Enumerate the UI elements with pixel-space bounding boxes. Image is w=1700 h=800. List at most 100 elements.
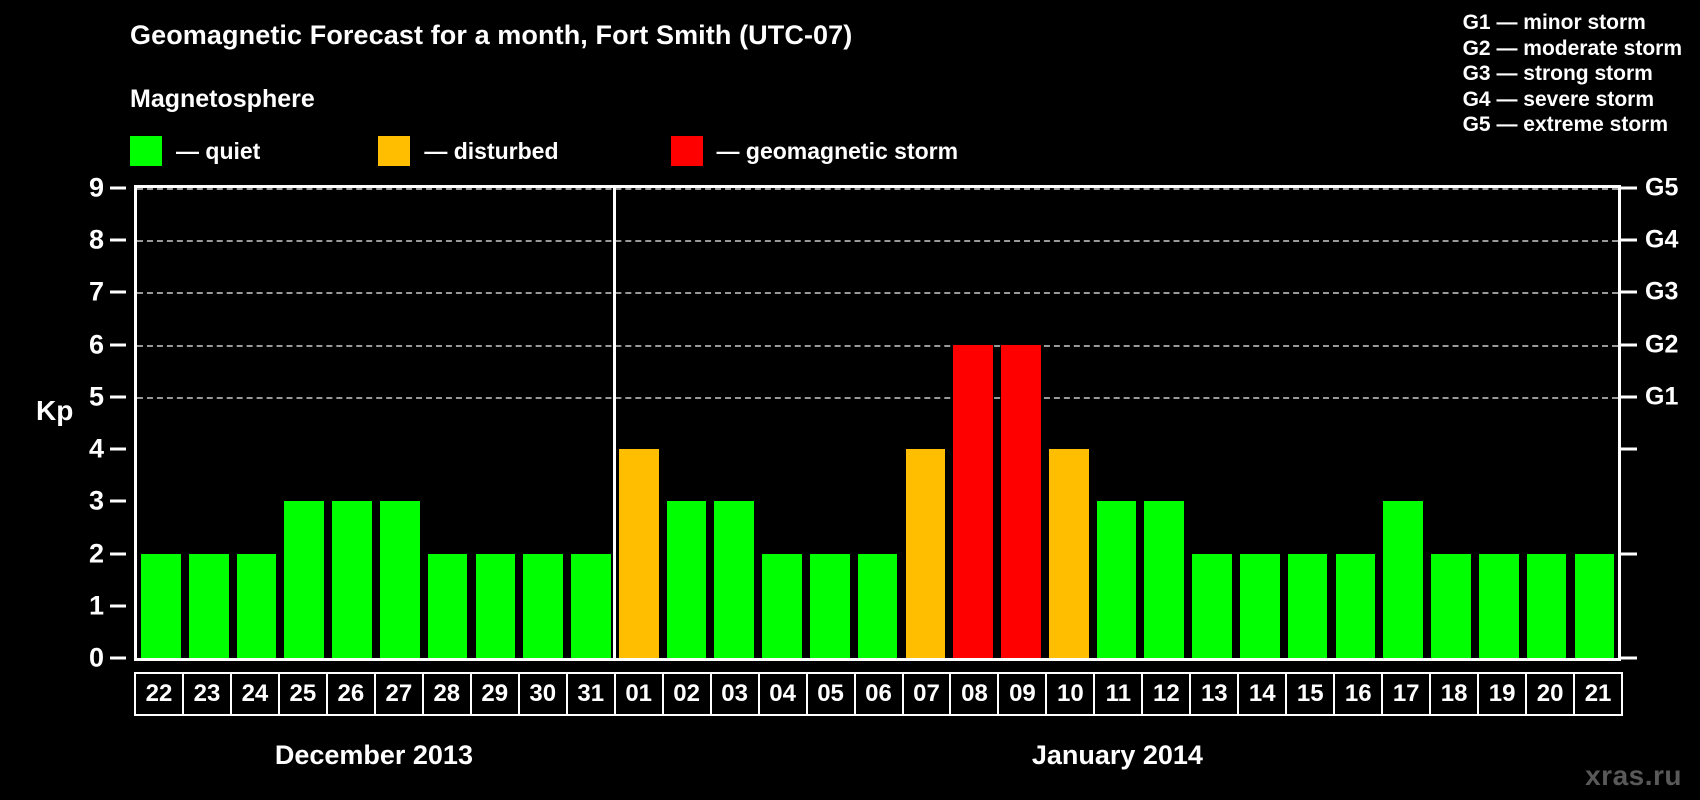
bar-02[interactable] bbox=[666, 501, 707, 658]
bar-cell[interactable] bbox=[424, 188, 472, 658]
bar-cell[interactable] bbox=[902, 188, 950, 658]
day-label-19[interactable]: 19 bbox=[1477, 672, 1528, 716]
bar-cell[interactable] bbox=[1284, 188, 1332, 658]
bar-cell[interactable] bbox=[1523, 188, 1571, 658]
bar-06[interactable] bbox=[857, 553, 898, 658]
bar-14[interactable] bbox=[1240, 553, 1280, 658]
bar-cell[interactable] bbox=[1045, 188, 1093, 658]
bar-24[interactable] bbox=[236, 553, 277, 658]
day-label-31[interactable]: 31 bbox=[565, 672, 616, 716]
legend: — quiet — disturbed — geomagnetic storm bbox=[130, 135, 958, 167]
day-label-26[interactable]: 26 bbox=[325, 672, 376, 716]
day-label-10[interactable]: 10 bbox=[1045, 672, 1096, 716]
day-label-16[interactable]: 16 bbox=[1333, 672, 1384, 716]
bar-28[interactable] bbox=[427, 553, 468, 658]
bar-01[interactable] bbox=[618, 449, 659, 658]
bar-25[interactable] bbox=[284, 501, 325, 658]
bar-cell[interactable] bbox=[1475, 188, 1523, 658]
bar-22[interactable] bbox=[141, 553, 181, 658]
bar-08[interactable] bbox=[953, 344, 993, 658]
y-tick-mark bbox=[110, 186, 126, 190]
bar-cell[interactable] bbox=[854, 188, 902, 658]
day-label-24[interactable]: 24 bbox=[229, 672, 280, 716]
bar-cell[interactable] bbox=[1570, 188, 1618, 658]
bar-cell[interactable] bbox=[328, 188, 376, 658]
bar-17[interactable] bbox=[1383, 501, 1424, 658]
bar-cell[interactable] bbox=[710, 188, 758, 658]
day-label-27[interactable]: 27 bbox=[373, 672, 424, 716]
bar-30[interactable] bbox=[523, 553, 563, 658]
bar-cell[interactable] bbox=[1093, 188, 1141, 658]
day-label-28[interactable]: 28 bbox=[421, 672, 472, 716]
day-label-29[interactable]: 29 bbox=[469, 672, 520, 716]
bar-18[interactable] bbox=[1431, 553, 1471, 658]
bar-cell[interactable] bbox=[471, 188, 519, 658]
bar-15[interactable] bbox=[1287, 553, 1328, 658]
bar-27[interactable] bbox=[379, 501, 420, 658]
bar-cell[interactable] bbox=[137, 188, 185, 658]
day-label-21[interactable]: 21 bbox=[1573, 672, 1624, 716]
day-label-06[interactable]: 06 bbox=[853, 672, 904, 716]
bar-05[interactable] bbox=[810, 553, 850, 658]
bar-cell[interactable] bbox=[567, 188, 615, 658]
bar-13[interactable] bbox=[1192, 553, 1232, 658]
bar-series bbox=[137, 188, 1618, 658]
bar-cell[interactable] bbox=[997, 188, 1045, 658]
bar-09[interactable] bbox=[1001, 344, 1041, 658]
day-label-11[interactable]: 11 bbox=[1093, 672, 1144, 716]
bar-cell[interactable] bbox=[1379, 188, 1427, 658]
day-label-17[interactable]: 17 bbox=[1381, 672, 1432, 716]
day-label-04[interactable]: 04 bbox=[757, 672, 808, 716]
day-label-03[interactable]: 03 bbox=[709, 672, 760, 716]
bar-26[interactable] bbox=[332, 501, 372, 658]
bar-10[interactable] bbox=[1048, 449, 1089, 658]
bar-cell[interactable] bbox=[1427, 188, 1475, 658]
day-label-20[interactable]: 20 bbox=[1525, 672, 1576, 716]
bar-04[interactable] bbox=[762, 553, 802, 658]
bar-20[interactable] bbox=[1526, 553, 1567, 658]
bar-cell[interactable] bbox=[1140, 188, 1188, 658]
bar-cell[interactable] bbox=[519, 188, 567, 658]
bar-cell[interactable] bbox=[233, 188, 281, 658]
bar-cell[interactable] bbox=[949, 188, 997, 658]
bar-21[interactable] bbox=[1574, 553, 1615, 658]
bar-cell[interactable] bbox=[615, 188, 663, 658]
day-label-23[interactable]: 23 bbox=[181, 672, 232, 716]
bar-29[interactable] bbox=[475, 553, 516, 658]
day-label-08[interactable]: 08 bbox=[949, 672, 1000, 716]
day-label-09[interactable]: 09 bbox=[997, 672, 1048, 716]
day-label-25[interactable]: 25 bbox=[277, 672, 328, 716]
day-label-30[interactable]: 30 bbox=[517, 672, 568, 716]
y-tick-label: 5 bbox=[88, 381, 104, 412]
bar-16[interactable] bbox=[1335, 553, 1376, 658]
bar-07[interactable] bbox=[905, 449, 946, 658]
bar-cell[interactable] bbox=[1188, 188, 1236, 658]
bar-11[interactable] bbox=[1096, 501, 1137, 658]
day-label-14[interactable]: 14 bbox=[1237, 672, 1288, 716]
bar-cell[interactable] bbox=[185, 188, 233, 658]
bar-cell[interactable] bbox=[1332, 188, 1380, 658]
bar-cell[interactable] bbox=[758, 188, 806, 658]
day-label-18[interactable]: 18 bbox=[1429, 672, 1480, 716]
day-label-07[interactable]: 07 bbox=[901, 672, 952, 716]
g-tick-label: G1 bbox=[1645, 382, 1679, 411]
day-label-05[interactable]: 05 bbox=[805, 672, 856, 716]
day-label-15[interactable]: 15 bbox=[1285, 672, 1336, 716]
bar-03[interactable] bbox=[714, 501, 755, 658]
bar-12[interactable] bbox=[1144, 501, 1185, 658]
day-label-22[interactable]: 22 bbox=[134, 672, 184, 716]
bar-cell[interactable] bbox=[806, 188, 854, 658]
day-label-12[interactable]: 12 bbox=[1141, 672, 1192, 716]
day-label-02[interactable]: 02 bbox=[661, 672, 712, 716]
bar-cell[interactable] bbox=[1236, 188, 1284, 658]
bar-23[interactable] bbox=[188, 553, 229, 658]
bar-cell[interactable] bbox=[376, 188, 424, 658]
bar-31[interactable] bbox=[571, 553, 611, 658]
g-scale-row: G1 — minor storm bbox=[1462, 11, 1646, 34]
day-label-01[interactable]: 01 bbox=[613, 672, 664, 716]
bar-19[interactable] bbox=[1478, 553, 1519, 658]
day-label-13[interactable]: 13 bbox=[1189, 672, 1240, 716]
bar-cell[interactable] bbox=[663, 188, 711, 658]
y-tick-mark bbox=[110, 656, 126, 660]
bar-cell[interactable] bbox=[280, 188, 328, 658]
